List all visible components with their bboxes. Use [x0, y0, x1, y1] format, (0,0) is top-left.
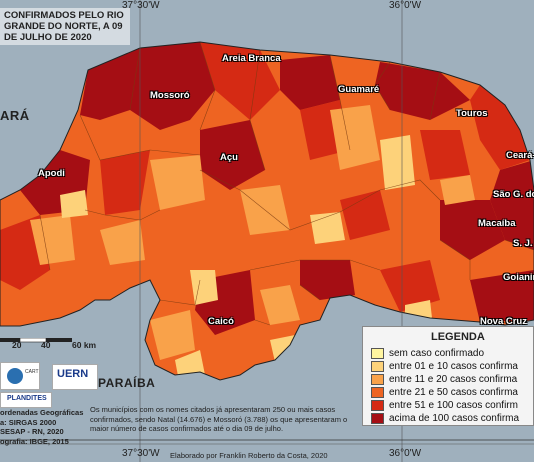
state-label-ceara: ARÁ: [0, 108, 30, 123]
note-line: SESAP - RN, 2020: [0, 427, 64, 436]
longitude-label-right: 36°0'W: [389, 0, 422, 11]
city-label: Goianin: [503, 272, 534, 283]
city-label: Touros: [456, 108, 488, 119]
scale-tick: 40: [41, 340, 51, 350]
legend-label: entre 11 e 20 casos confirma: [389, 373, 518, 385]
scale-tick: 60 km: [72, 340, 97, 350]
municipality: [200, 42, 280, 120]
municipality: [330, 105, 380, 170]
longitude-label-right-bottom: 36°0'W: [389, 448, 422, 459]
plandites-logo: PLANDITES: [0, 392, 52, 408]
city-label: São G. do: [493, 189, 534, 200]
municipality: [175, 350, 205, 376]
state-label-paraiba: PARAÍBA: [98, 376, 156, 390]
city-label: Nova Cruz: [480, 316, 527, 327]
municipality: [30, 215, 75, 265]
municipality: [100, 220, 145, 265]
municipality: [405, 300, 432, 318]
legend-item: entre 01 e 10 casos confirma: [371, 360, 518, 372]
uern-logo-text: UERN: [57, 368, 89, 380]
legend-item: acima de 100 casos confirma: [371, 412, 519, 424]
city-label: Macaíba: [478, 218, 516, 229]
municipality: [310, 212, 345, 244]
legend-item: entre 51 e 100 casos confirm: [371, 399, 518, 411]
legend-label: sem caso confirmado: [389, 347, 485, 359]
municipality: [440, 175, 475, 205]
map-title: CONFIRMADOS PELO RIO GRANDE DO NORTE, A …: [0, 8, 130, 45]
legend-swatch: [371, 386, 384, 398]
credit-text: Elaborado por Franklin Roberto da Costa,…: [170, 451, 328, 460]
legend-label: acima de 100 casos confirma: [389, 412, 520, 424]
municipality: [340, 190, 390, 240]
legend-item: entre 11 e 20 casos confirma: [371, 373, 517, 385]
municipality: [420, 130, 470, 180]
longitude-label-left-bottom: 37°30'W: [122, 448, 160, 459]
city-label: Ceará-: [506, 150, 534, 161]
municipality: [375, 62, 470, 120]
uern-logo: UERN: [52, 364, 98, 390]
note-line: ordenadas Geográficas: [0, 408, 84, 417]
municipality-borders: [39, 42, 534, 326]
svg-text:CART: CART: [25, 369, 39, 375]
legend-swatch: [371, 412, 384, 424]
state-border: [0, 41, 534, 381]
municipality: [470, 85, 530, 170]
municipality: [280, 55, 340, 110]
municipality: [300, 260, 355, 300]
municipality: [100, 150, 150, 215]
city-label: Mossoró: [150, 90, 190, 101]
city-label: Apodi: [38, 168, 65, 179]
legend-title: LEGENDA: [431, 331, 485, 343]
note-line: ografia: IBGE, 2015: [0, 436, 69, 446]
municipality: [200, 120, 265, 190]
legend-item: entre 21 e 50 casos confirma: [371, 386, 518, 398]
municipality: [470, 270, 534, 322]
legend-swatch: [371, 399, 384, 411]
municipality: [150, 155, 205, 210]
municipality: [260, 285, 300, 325]
municipality: [150, 310, 195, 360]
scale-bar: [0, 338, 72, 343]
scale-tick: 20: [12, 340, 22, 350]
logo-mark-icon: CART: [7, 368, 39, 384]
municipality: [380, 135, 415, 190]
municipality: [60, 190, 88, 218]
municipality: [440, 200, 505, 260]
geography-logo: CART: [0, 362, 40, 390]
city-label: Guamaré: [338, 84, 380, 95]
municipality: [380, 260, 440, 312]
municipality: [490, 160, 534, 250]
municipality: [80, 42, 215, 130]
legend-swatch: [371, 373, 384, 385]
legend-swatch: [371, 347, 384, 359]
city-label: Açu: [220, 152, 238, 163]
legend-label: entre 01 e 10 casos confirma: [389, 360, 518, 372]
city-label: Caicó: [208, 316, 234, 327]
city-label: S. J.: [513, 238, 533, 249]
map-notes: ordenadas Geográficas a: SIRGAS 2000 SES…: [0, 408, 92, 446]
note-line: a: SIRGAS 2000: [0, 417, 57, 427]
plandites-logo-text: PLANDITES: [7, 395, 47, 402]
footnote-text: Os municípios com os nomes citados já ap…: [90, 405, 348, 433]
legend-label: entre 51 e 100 casos confirm: [389, 399, 518, 411]
longitude-label-left: 37°30'W: [122, 0, 160, 11]
city-label: Areia Branca: [222, 53, 281, 64]
legend-item: sem caso confirmado: [371, 347, 484, 359]
legend-label: entre 21 e 50 casos confirma: [389, 386, 518, 398]
legend-swatch: [371, 360, 384, 372]
legend: LEGENDA sem caso confirmado entre 01 e 1…: [362, 326, 534, 426]
